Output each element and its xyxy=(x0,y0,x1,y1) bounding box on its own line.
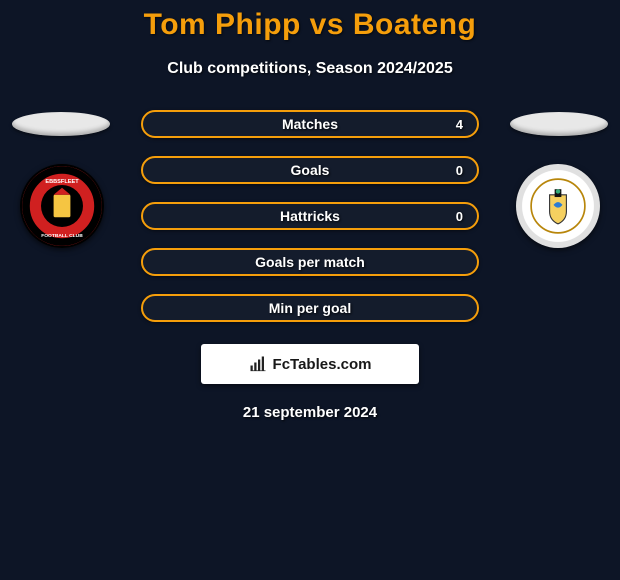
player-left-stand xyxy=(12,112,110,136)
attribution-text: FcTables.com xyxy=(273,356,372,373)
stat-label: Goals per match xyxy=(255,254,365,270)
sutton-united-badge xyxy=(516,164,600,248)
stat-label: Goals xyxy=(291,162,330,178)
svg-text:EBBSFLEET: EBBSFLEET xyxy=(45,179,79,185)
club-crest-right-icon xyxy=(530,178,586,234)
ebbsfleet-united-badge: EBBSFLEET FOOTBALL CLUB xyxy=(20,164,104,248)
stat-value: 0 xyxy=(456,209,463,224)
stat-label: Matches xyxy=(282,116,338,132)
stat-row-matches: Matches 4 xyxy=(141,110,479,138)
stat-row-goals: Goals 0 xyxy=(141,156,479,184)
comparison-stage: EBBSFLEET FOOTBALL CLUB Matches 4 Goals … xyxy=(0,96,620,421)
player-right-stand xyxy=(510,112,608,136)
stat-value: 4 xyxy=(456,117,463,132)
date-stamp: 21 september 2024 xyxy=(0,404,620,421)
attribution-box: FcTables.com xyxy=(201,344,419,384)
bar-chart-icon xyxy=(249,355,267,373)
svg-text:FOOTBALL CLUB: FOOTBALL CLUB xyxy=(41,233,83,239)
club-crest-left-icon: EBBSFLEET FOOTBALL CLUB xyxy=(27,171,97,241)
stat-label: Min per goal xyxy=(269,300,351,316)
page-subtitle: Club competitions, Season 2024/2025 xyxy=(0,60,620,78)
page-title: Tom Phipp vs Boateng xyxy=(0,0,620,42)
stat-row-hattricks: Hattricks 0 xyxy=(141,202,479,230)
stat-row-min-per-goal: Min per goal xyxy=(141,294,479,322)
stat-label: Hattricks xyxy=(280,208,340,224)
stat-row-goals-per-match: Goals per match xyxy=(141,248,479,276)
stats-pill-list: Matches 4 Goals 0 Hattricks 0 Goals per … xyxy=(141,96,479,322)
stat-value: 0 xyxy=(456,163,463,178)
